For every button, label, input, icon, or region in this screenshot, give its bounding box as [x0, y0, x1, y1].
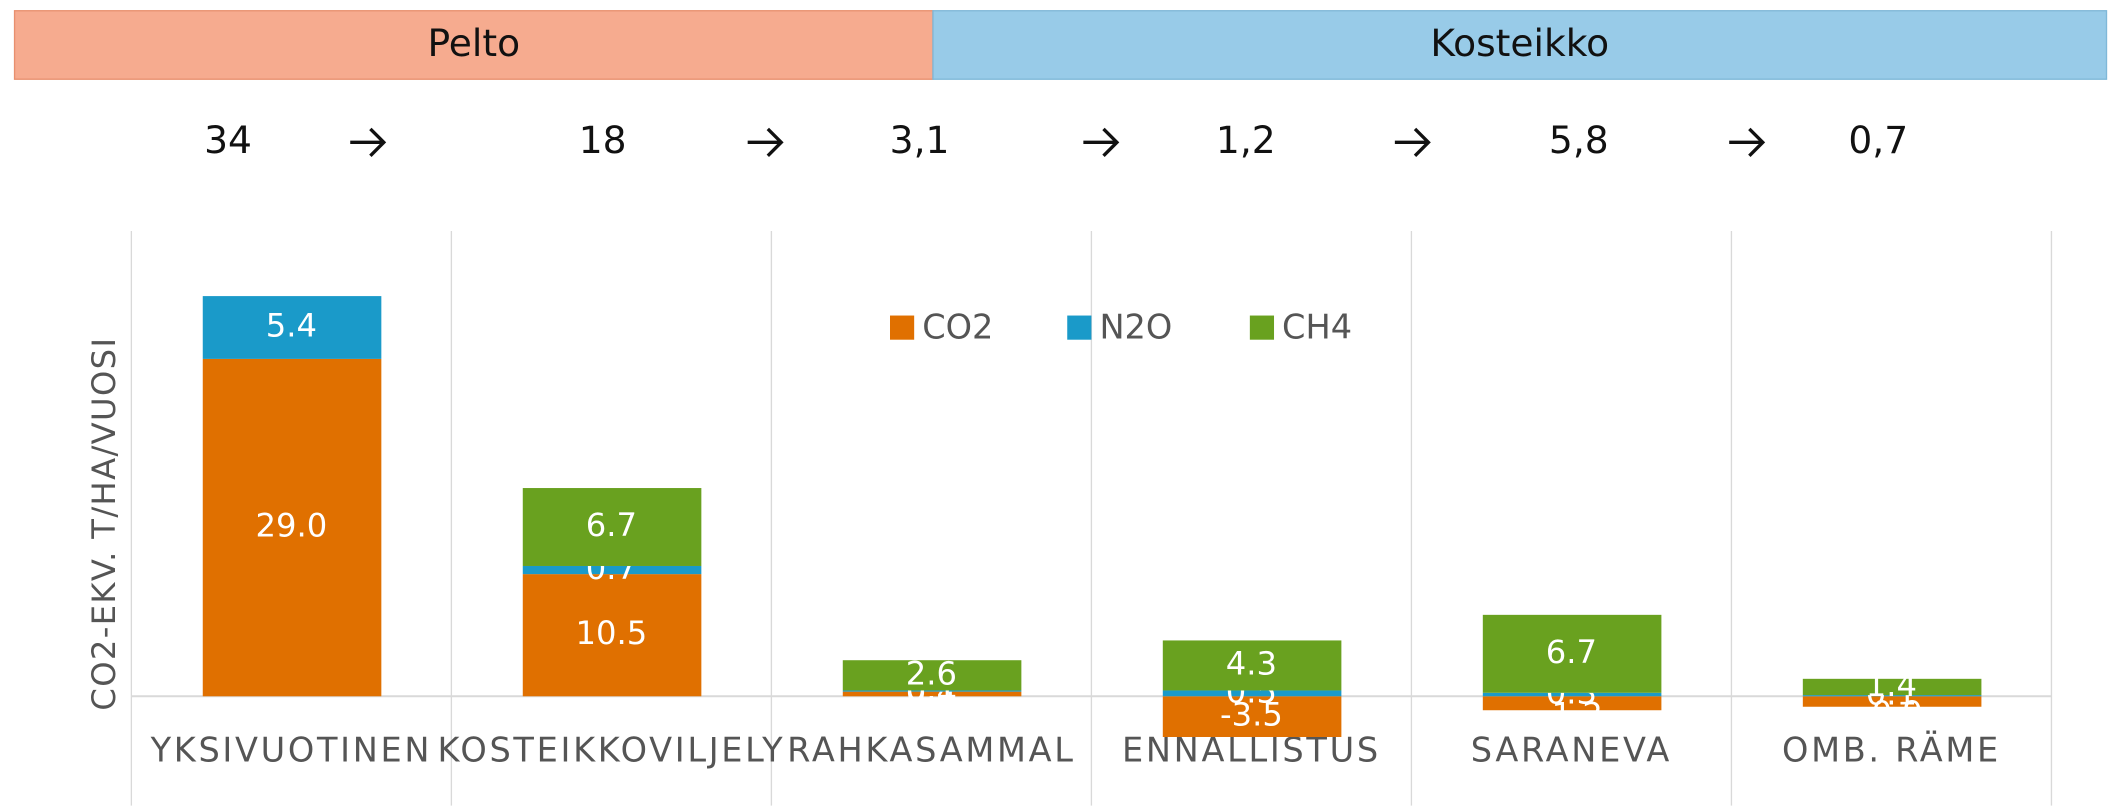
bar-segment [1162, 696, 1342, 737]
x-tick-label: RAHKASAMMAL [787, 730, 1075, 769]
bar-segment [202, 358, 382, 697]
x-tick-label: KOSTEIKKOVILJELY [438, 730, 786, 769]
bar-segment [1802, 678, 1982, 696]
value-label: 5.4 [266, 307, 317, 345]
bar-segment [1482, 614, 1662, 693]
arrow [1729, 127, 1766, 157]
bar-segment [842, 691, 1022, 697]
bar-segment [522, 565, 702, 575]
total-label: 1,2 [1216, 118, 1276, 162]
legend-swatch [890, 315, 915, 340]
total-label: 34 [204, 118, 252, 162]
arrow [1083, 127, 1120, 157]
header-band [932, 10, 2108, 80]
x-tick-label: YKSIVUOTINEN [150, 730, 433, 769]
value-label: 6.7 [586, 506, 637, 544]
value-label: 2.6 [906, 654, 957, 692]
legend-label: CH4 [1282, 307, 1352, 346]
arrow [747, 127, 784, 157]
value-label: 1.4 [1866, 666, 1917, 704]
bar-segment [842, 660, 1022, 691]
bar-segment [1162, 640, 1342, 691]
header-band [13, 10, 934, 80]
bar-segment [842, 690, 1022, 692]
legend-swatch [1249, 315, 1275, 340]
x-tick-label: SARANEVA [1471, 730, 1672, 769]
x-tick-label: OMB. RÄME [1782, 730, 2001, 769]
value-label: -1.2 [1540, 696, 1603, 734]
value-label: 10.5 [576, 614, 648, 652]
value-label: -0.9 [1860, 694, 1923, 732]
value-label: 6.7 [1546, 633, 1597, 671]
total-label: 3,1 [890, 118, 950, 162]
legend-swatch [1067, 315, 1092, 340]
y-axis-label: CO2-EKV. T/HA/VUOSI [85, 337, 123, 711]
value-label: -3.5 [1220, 696, 1283, 734]
bar-segment [1162, 690, 1342, 697]
arrow [350, 127, 387, 157]
legend-label: N2O [1099, 307, 1172, 346]
value-label: 29.0 [256, 507, 328, 545]
arrow [1394, 127, 1431, 157]
header-label: Kosteikko [1430, 21, 1609, 65]
legend-label: CO2 [922, 307, 993, 346]
total-label: 0,7 [1848, 118, 1908, 162]
total-label: 18 [579, 118, 627, 162]
bar-segment [1802, 696, 1982, 707]
value-label: 4.3 [1226, 644, 1277, 682]
bar-segment [522, 574, 702, 697]
bar-segment [522, 488, 702, 566]
bar-segment [1482, 696, 1662, 711]
bar-segment [202, 296, 382, 359]
bar-segment [1802, 695, 1982, 697]
total-label: 5,8 [1549, 118, 1609, 162]
bar-segment [1482, 692, 1662, 697]
header-label: Pelto [427, 21, 520, 65]
